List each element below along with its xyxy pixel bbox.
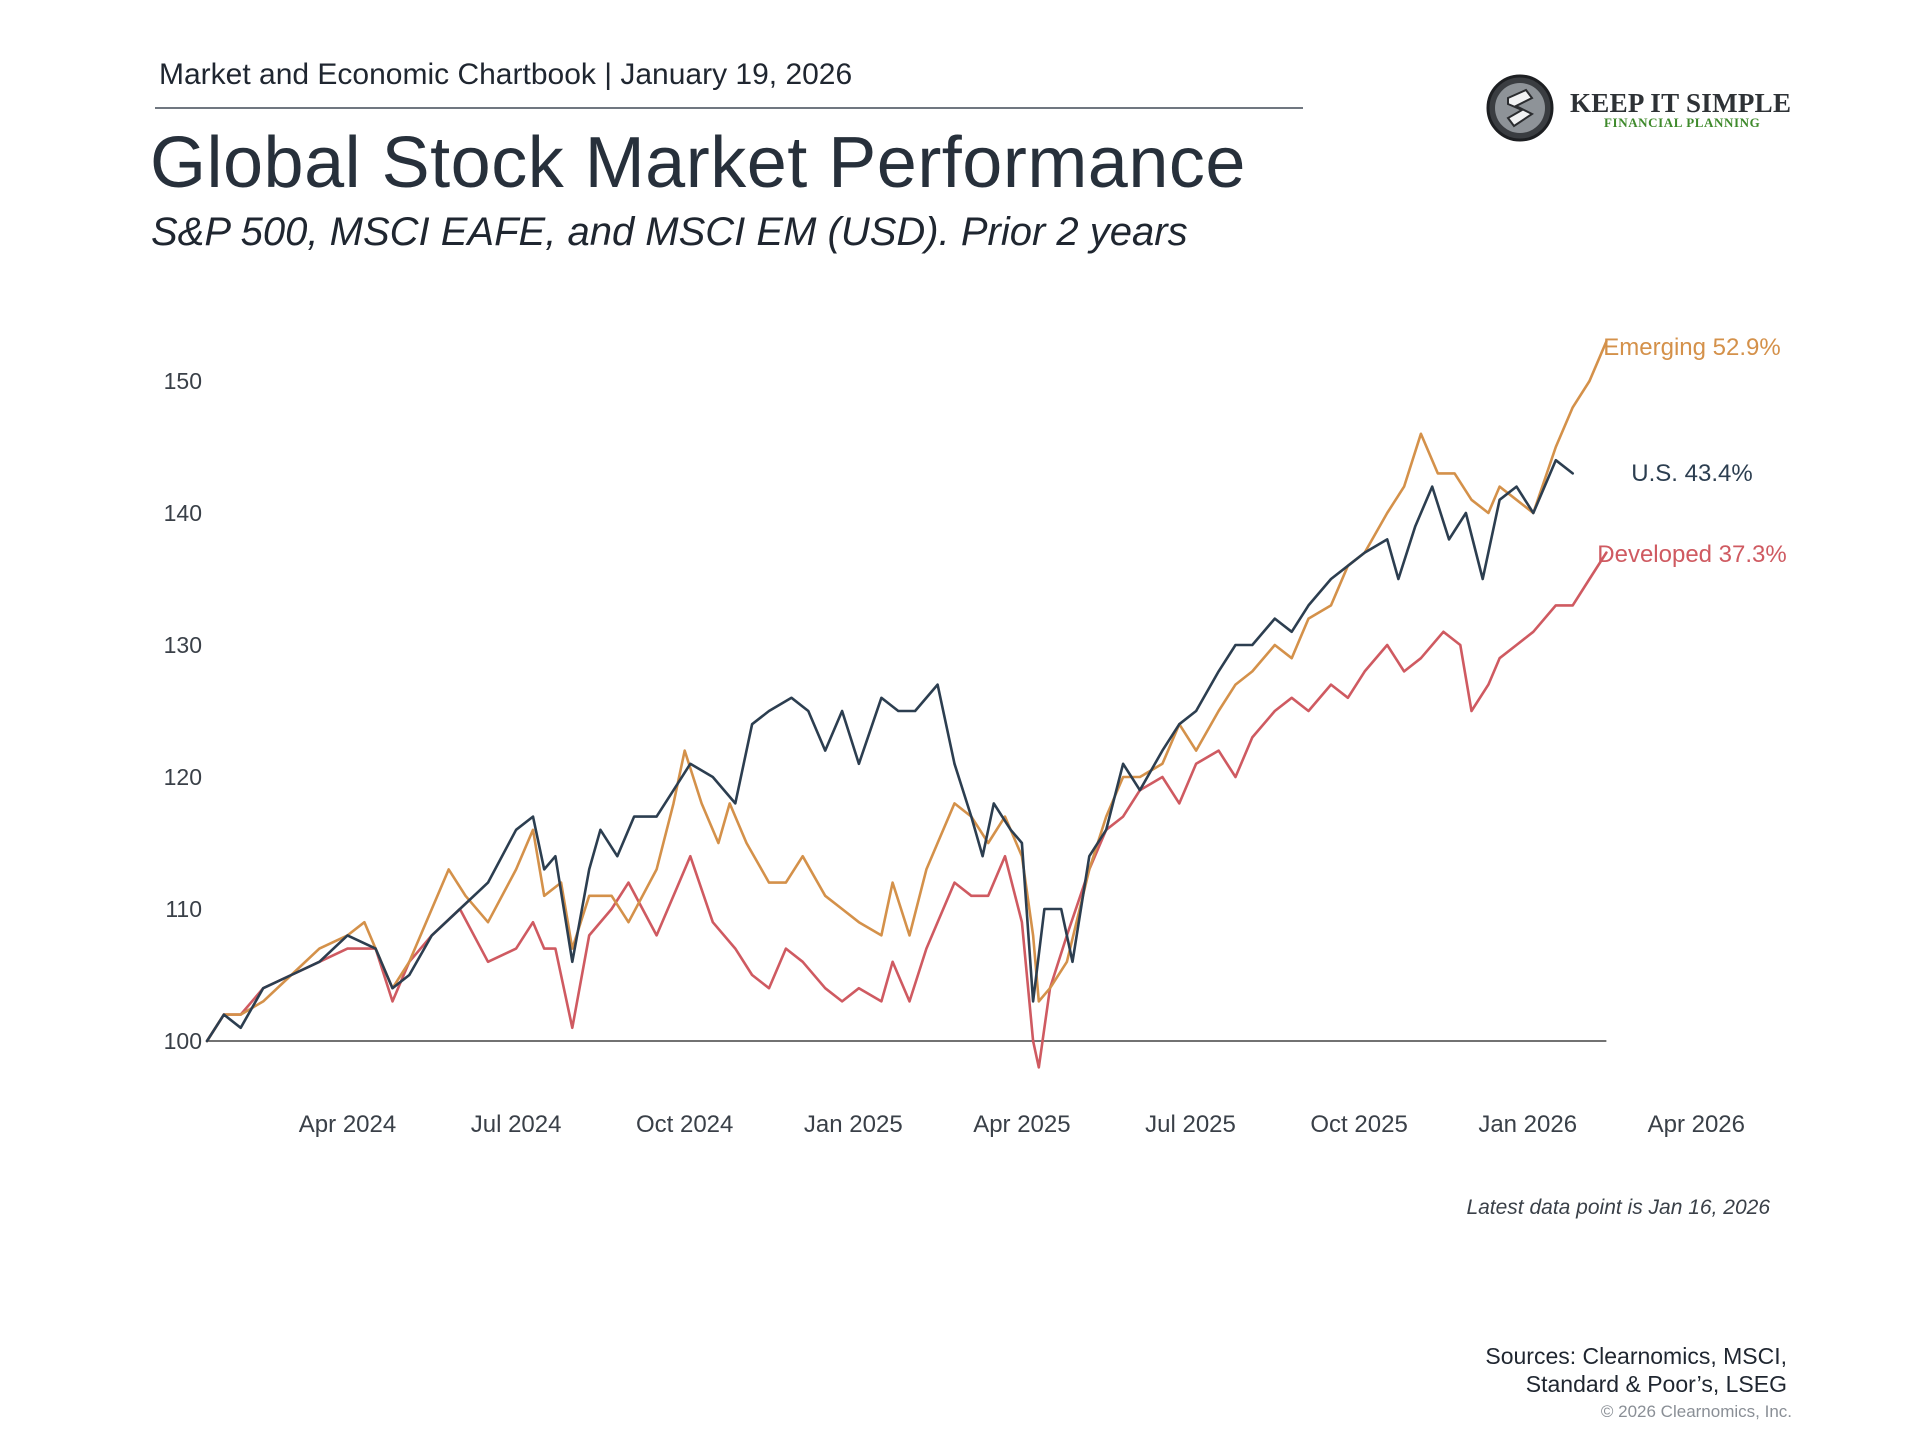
series-end-labels: U.S. 43.4% Emerging 52.9% Developed 37.3% bbox=[1597, 334, 1786, 568]
sources-line-1: Sources: Clearnomics, MSCI, bbox=[1485, 1343, 1787, 1369]
y-tick-label: 140 bbox=[164, 500, 202, 526]
series-end-label: U.S. 43.4% bbox=[1631, 460, 1752, 487]
x-tick-label: Jan 2026 bbox=[1478, 1111, 1577, 1138]
y-tick-label: 120 bbox=[164, 764, 202, 790]
x-tick-label: Apr 2024 bbox=[299, 1111, 396, 1138]
series-end-label: Emerging 52.9% bbox=[1603, 334, 1780, 361]
header-divider bbox=[155, 107, 1303, 109]
x-tick-label: Jul 2025 bbox=[1145, 1111, 1236, 1138]
page-title: Global Stock Market Performance bbox=[150, 123, 1246, 203]
series-lines bbox=[205, 340, 1608, 1069]
x-tick-label: Jan 2025 bbox=[804, 1111, 903, 1138]
x-tick-label: Jul 2024 bbox=[471, 1111, 562, 1138]
copyright: © 2026 Clearnomics, Inc. bbox=[1600, 1402, 1792, 1421]
latest-data-note: Latest data point is Jan 16, 2026 bbox=[1466, 1196, 1770, 1219]
x-axis-ticks: Apr 2024 Jul 2024 Oct 2024 Jan 2025 Apr 2025… bbox=[299, 1111, 1745, 1138]
page-subtitle: S&P 500, MSCI EAFE, and MSCI EM (USD). P… bbox=[151, 210, 1188, 254]
logo-main-text: KEEP IT SIMPLE bbox=[1570, 88, 1792, 118]
company-logo: KEEP IT SIMPLE FINANCIAL PLANNING bbox=[1486, 74, 1791, 146]
x-tick-label: Apr 2026 bbox=[1648, 1111, 1745, 1138]
logo-sub-text: FINANCIAL PLANNING bbox=[1604, 115, 1761, 130]
series-line-developed bbox=[205, 551, 1608, 1069]
y-tick-label: 100 bbox=[164, 1028, 202, 1054]
logo-emblem-icon bbox=[1486, 74, 1554, 142]
y-tick-label: 110 bbox=[165, 896, 202, 922]
x-tick-label: Oct 2024 bbox=[636, 1111, 733, 1138]
y-tick-label: 150 bbox=[164, 368, 202, 394]
series-line-us bbox=[205, 458, 1574, 1043]
chartbook-header: Market and Economic Chartbook | January … bbox=[159, 58, 853, 91]
sources-block: Sources: Clearnomics, MSCI, Standard & P… bbox=[1485, 1342, 1787, 1398]
series-end-label: Developed 37.3% bbox=[1597, 541, 1786, 568]
y-tick-label: 130 bbox=[164, 632, 202, 658]
y-axis-ticks: 100 110 120 130 140 150 bbox=[164, 368, 202, 1054]
sources-line-2: Standard & Poor’s, LSEG bbox=[1525, 1371, 1787, 1397]
series-line-emerging bbox=[205, 340, 1608, 1043]
x-tick-label: Apr 2025 bbox=[973, 1111, 1070, 1138]
x-tick-label: Oct 2025 bbox=[1310, 1111, 1407, 1138]
